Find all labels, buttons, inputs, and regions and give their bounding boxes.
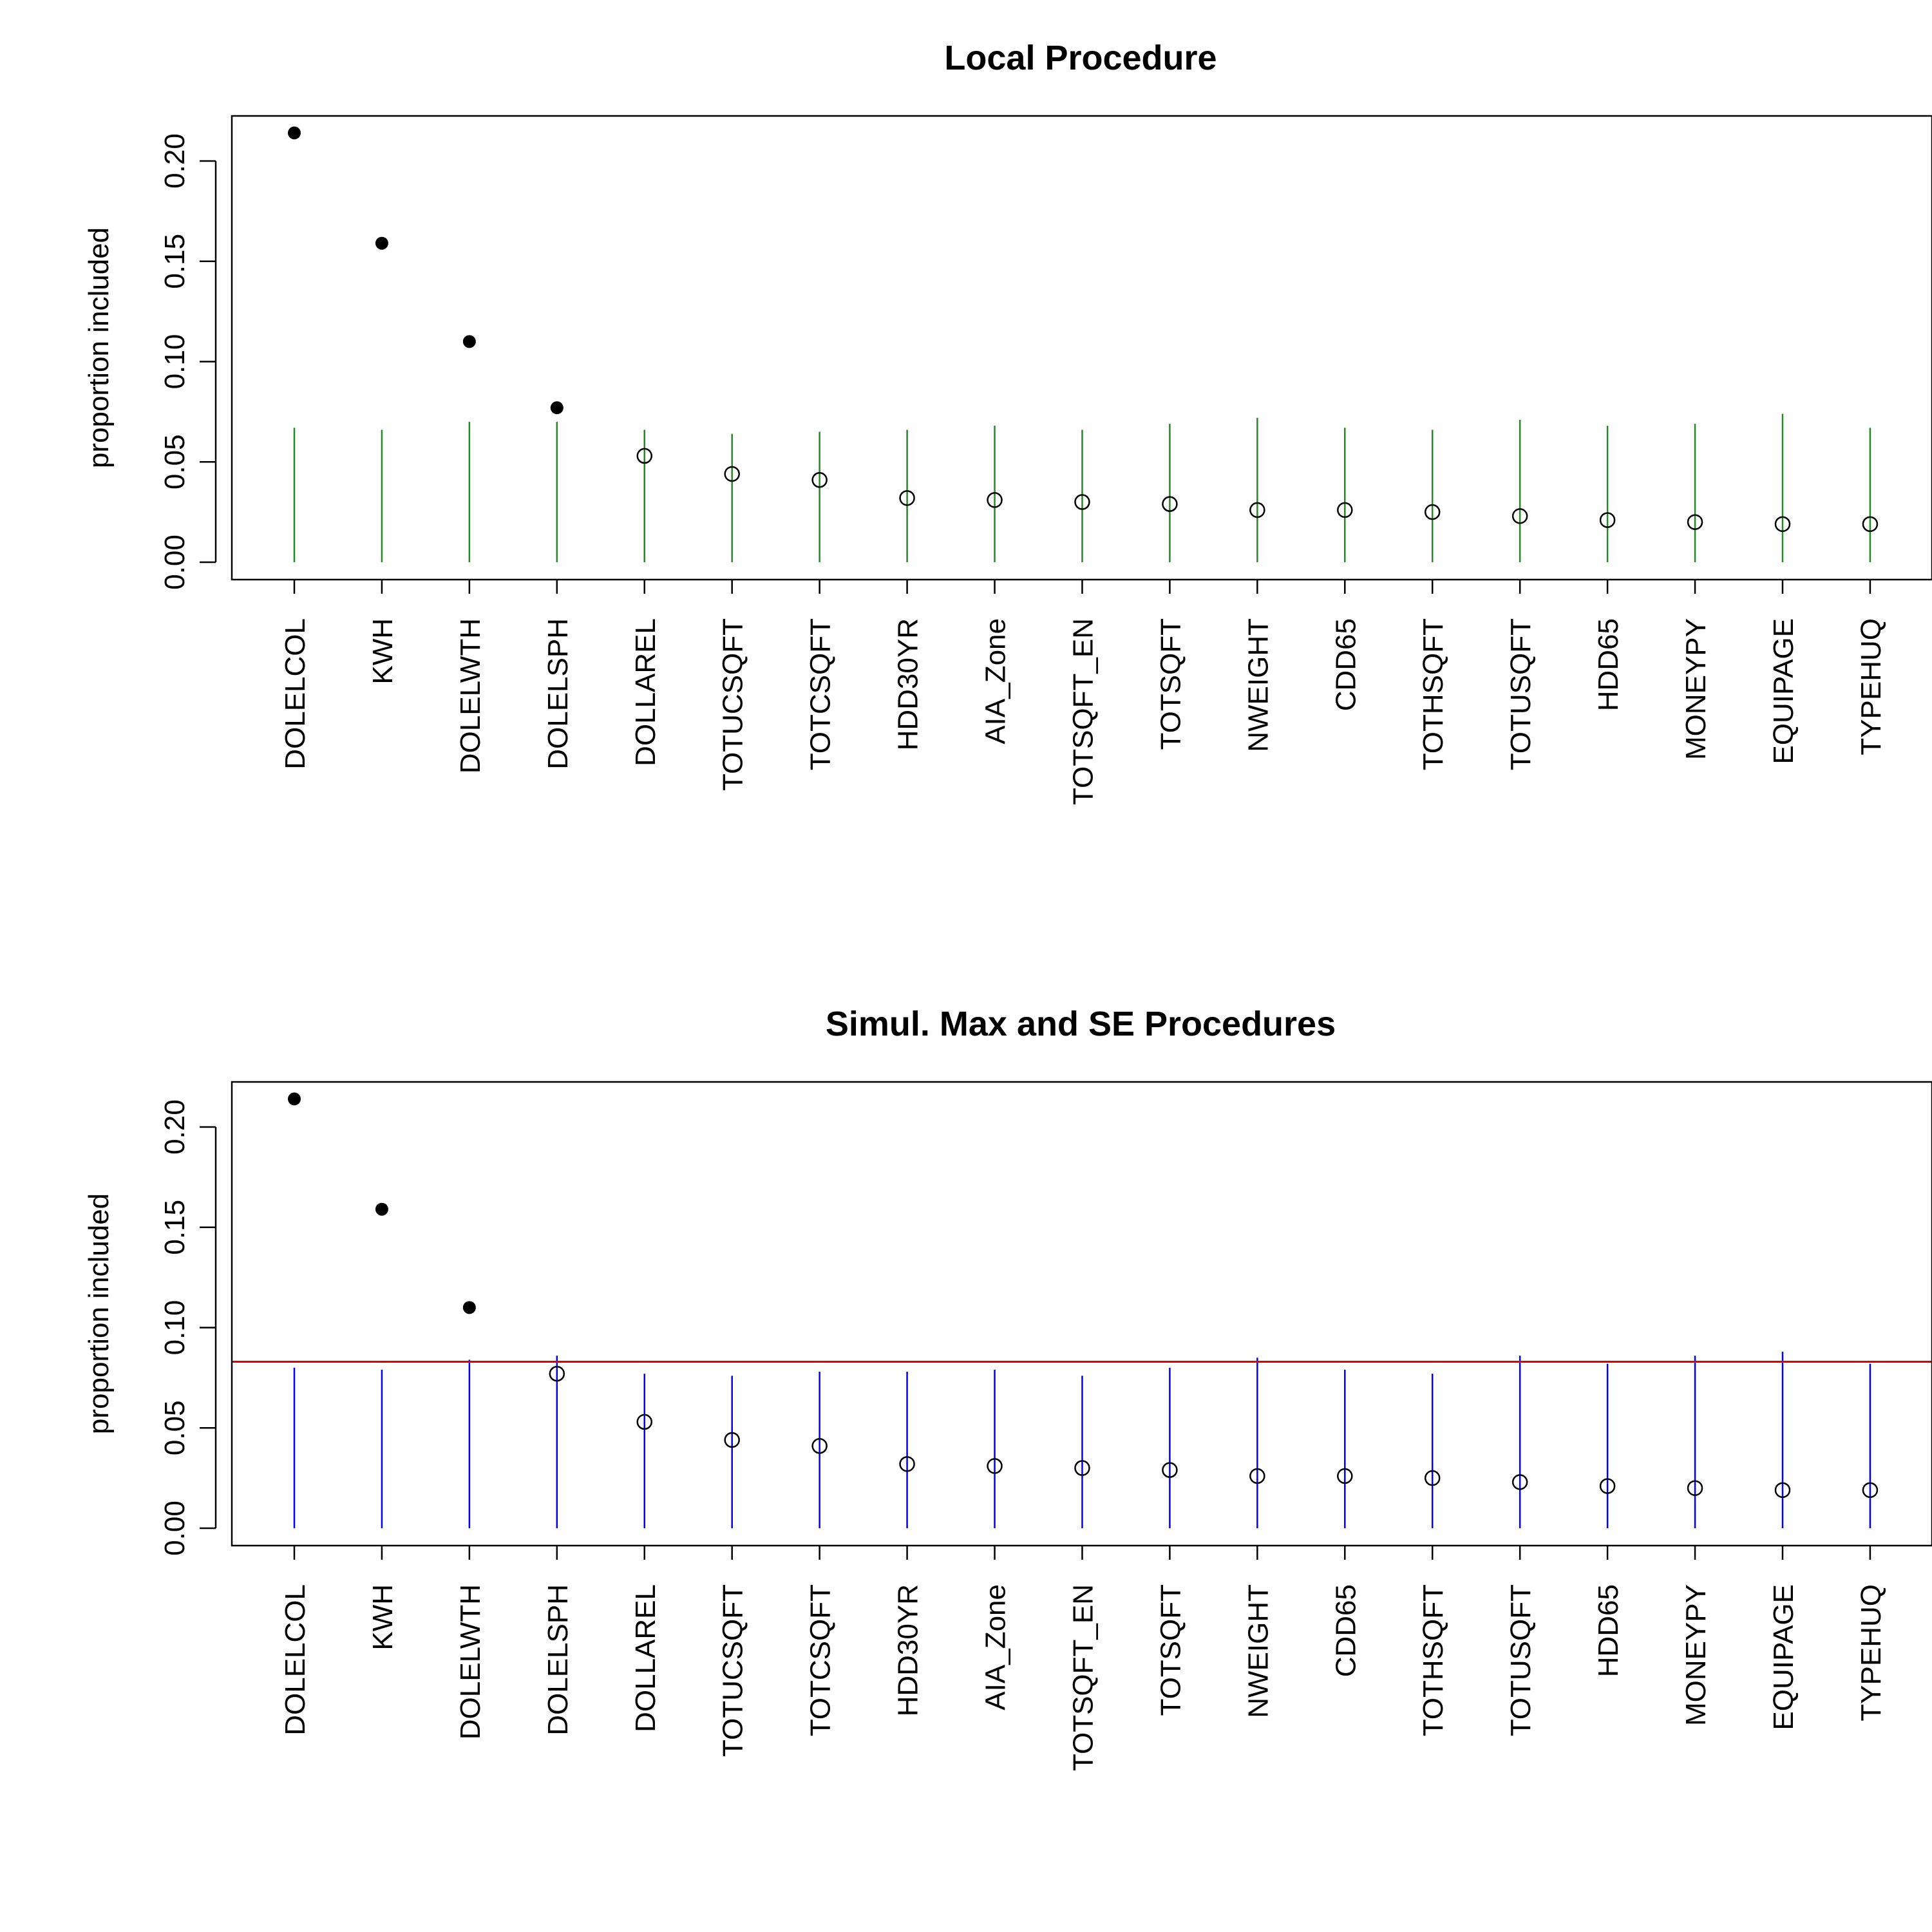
y-tick-label: 0.10 [159,1300,191,1356]
data-point [1774,1482,1791,1499]
data-point [1337,1468,1353,1484]
y-tick-label: 0.05 [159,1400,191,1455]
y-tick-label: 0.00 [159,535,191,590]
x-tick-label: TOTHSQFT [1417,1584,1449,1736]
x-tick-label: DOLLAREL [630,1584,661,1732]
x-tick-label: TOTUSQFT [1505,618,1537,770]
x-tick-label: DOLELSPH [542,1584,574,1736]
x-tick-label: KWH [367,618,399,685]
x-tick-label: DOLELCOL [279,1584,311,1736]
x-tick-label: NWEIGHT [1242,1584,1274,1718]
x-tick-label: KWH [367,1584,399,1651]
y-axis-label: proportion included [83,1193,115,1434]
data-point [987,1458,1003,1474]
x-tick-label: MONEYPY [1680,1584,1712,1726]
x-tick-label: DOLELCOL [279,618,311,770]
x-tick-label: DOLELWTH [455,618,486,773]
data-point [899,1456,915,1472]
chart-title: Local Procedure [944,39,1217,77]
x-tick-label: TOTUCSQFT [717,618,749,791]
data-point-selected [375,236,388,250]
data-point [1337,502,1353,518]
data-point [1424,504,1441,520]
x-tick-label: HDD65 [1593,618,1624,711]
x-tick-label: TOTSQFT [1155,618,1186,750]
x-tick-label: TYPEHUQ [1855,1584,1887,1721]
data-point [1862,1482,1879,1499]
data-point [636,448,653,464]
y-tick-label: 0.15 [159,234,191,289]
data-point [1511,1474,1528,1490]
data-point [811,472,828,488]
data-point [724,1432,740,1448]
x-tick-label: DOLELWTH [455,1584,486,1739]
data-point [1599,512,1616,528]
x-tick-label: TOTUCSQFT [717,1584,749,1757]
x-tick-label: MONEYPY [1680,618,1712,760]
data-point [1162,496,1178,512]
x-tick-label: TOTCSQFT [805,1584,837,1736]
data-point-selected [288,126,301,140]
data-point [1162,1462,1178,1478]
data-point [899,490,915,506]
chart-panel-1: Local Procedure proportion included 0.00 0.… [83,39,1932,805]
data-point-selected [375,1202,388,1216]
x-tick-label: AIA_Zone [980,618,1012,744]
data-point [549,1365,565,1382]
y-tick-label: 0.20 [159,1099,191,1155]
data-point [811,1438,828,1454]
data-point-selected [462,1301,476,1314]
chart-panel-2: Simul. Max and SE Procedures proportion i… [83,1005,1932,1771]
x-tick-label: HDD30YR [893,1584,924,1716]
x-tick-label: TOTSQFT [1155,1584,1186,1716]
data-point [1862,516,1879,533]
x-tick-label: NWEIGHT [1242,618,1274,752]
data-point [1599,1478,1616,1494]
data-point [1074,1460,1090,1476]
x-tick-label: DOLLAREL [630,618,661,766]
x-tick-label: AIA_Zone [980,1584,1012,1710]
chart-title: Simul. Max and SE Procedures [826,1005,1336,1043]
x-tick-label: CDD65 [1330,1584,1361,1677]
data-point [1074,494,1090,510]
x-tick-label: TOTUSQFT [1505,1584,1537,1736]
x-tick-label: CDD65 [1330,618,1361,711]
data-point [1511,508,1528,524]
data-point-selected [462,335,476,348]
y-tick-label: 0.15 [159,1200,191,1255]
x-tick-label: TYPEHUQ [1855,618,1887,755]
y-tick-label: 0.00 [159,1501,191,1556]
x-tick-label: TOTHSQFT [1417,618,1449,770]
data-point [1249,502,1265,518]
x-tick-label: EQUIPAGE [1768,1584,1799,1730]
y-tick-label: 0.10 [159,334,191,390]
x-tick-label: TOTCSQFT [805,618,837,770]
x-tick-label: HDD30YR [893,618,924,750]
data-point-selected [288,1092,301,1106]
x-tick-label: EQUIPAGE [1768,618,1799,764]
data-point [1774,516,1791,533]
y-tick-label: 0.05 [159,434,191,489]
y-axis-label: proportion included [83,227,115,468]
x-tick-label: TOTSQFT_EN [1067,618,1099,805]
data-point [1687,1480,1703,1496]
data-point [724,466,740,482]
data-point [1687,514,1703,530]
data-point-selected [550,401,564,415]
x-tick-label: TOTSQFT_EN [1067,1584,1099,1771]
data-point [1424,1470,1441,1486]
x-tick-label: HDD65 [1593,1584,1624,1677]
x-tick-label: DOLELSPH [542,618,574,770]
data-point [987,492,1003,508]
y-tick-label: 0.20 [159,133,191,189]
data-point [636,1414,653,1430]
data-point [1249,1468,1265,1484]
